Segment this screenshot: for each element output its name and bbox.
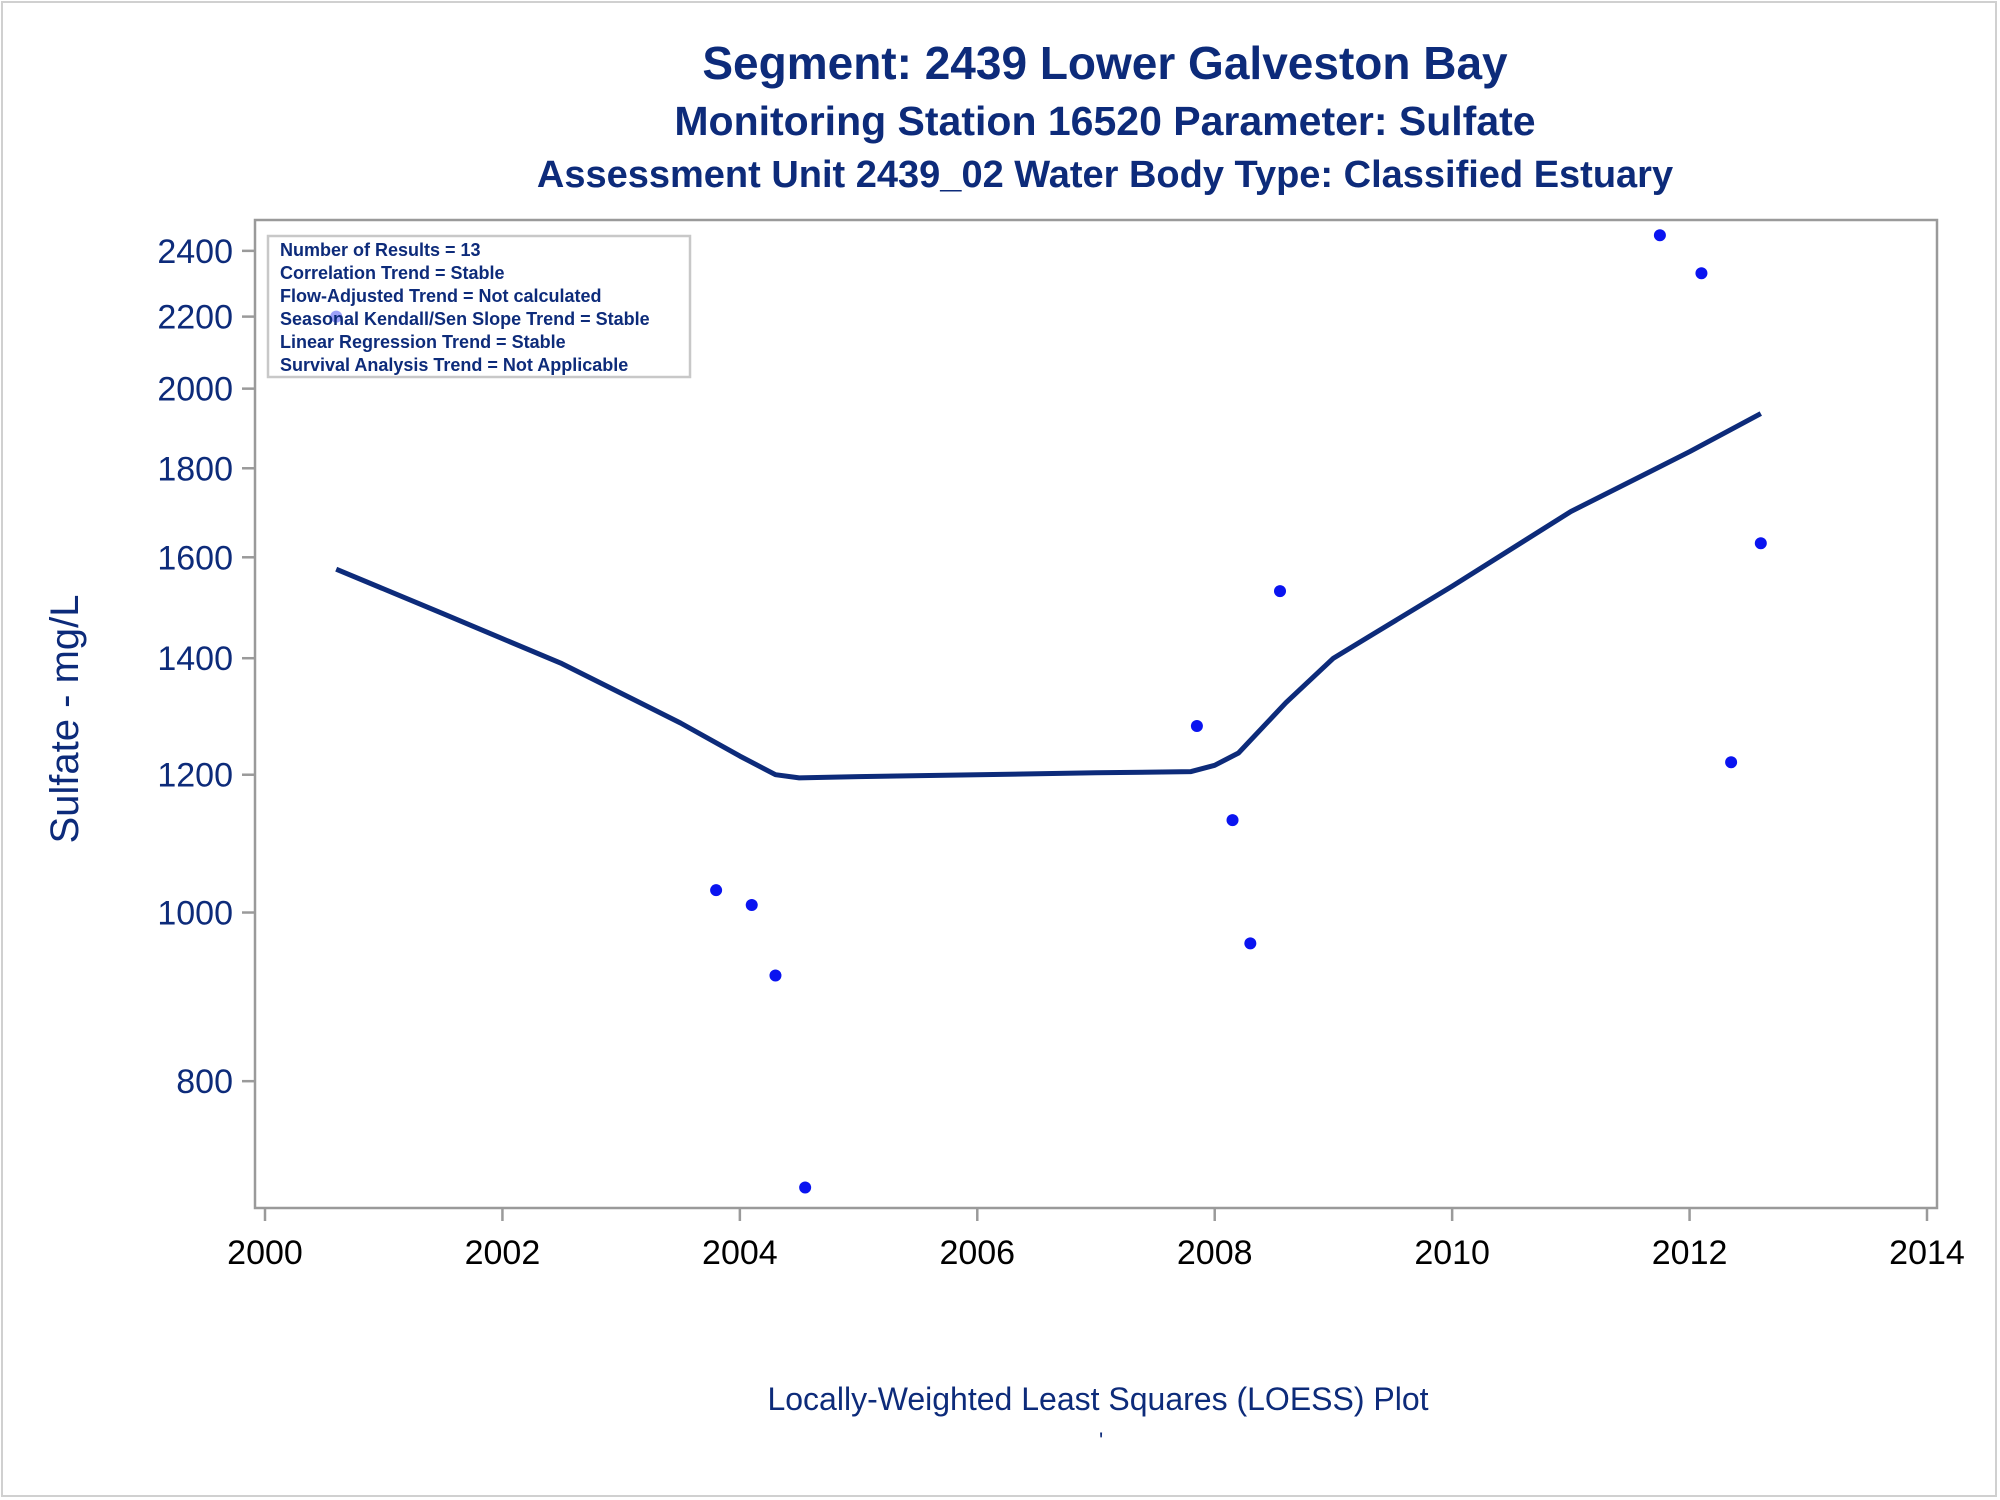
data-point	[769, 969, 782, 982]
y-tick-label: 1200	[157, 757, 233, 795]
y-tick-label: 2000	[157, 371, 233, 409]
x-axis: 2000 2002 2004 2006 2008 2010 2012 2014	[227, 1208, 1965, 1272]
x-tick-label: 2012	[1652, 1234, 1728, 1272]
y-tick-label: 2200	[157, 299, 233, 337]
legend-line: Seasonal Kendall/Sen Slope Trend = Stabl…	[280, 309, 650, 329]
data-point	[799, 1181, 812, 1194]
data-point	[1653, 229, 1666, 242]
legend-box	[266, 234, 692, 379]
chart-subtitle-assessment: Assessment Unit 2439_02 Water Body Type:…	[536, 154, 1674, 196]
data-point	[1226, 814, 1239, 827]
x-tick-label: 2000	[227, 1234, 303, 1272]
legend-line: Linear Regression Trend = Stable	[280, 332, 566, 352]
chart-title: Segment: 2439 Lower Galveston Bay	[702, 37, 1508, 89]
data-point	[1244, 937, 1257, 950]
plot-area-frame	[253, 218, 1939, 1210]
y-axis-label: Sulfate - mg/L	[43, 594, 87, 843]
stats-legend: Number of Results = 13 Correlation Trend …	[266, 234, 692, 379]
chart-subtitle-station: Monitoring Station 16520 Parameter: Sulf…	[674, 98, 1536, 144]
y-tick-label: 2400	[157, 233, 233, 271]
data-point	[1695, 267, 1708, 280]
footnote: Locally-Weighted Least Squares (LOESS) P…	[767, 1381, 1429, 1417]
legend-line: Flow-Adjusted Trend = Not calculated	[280, 286, 602, 306]
y-tick-label: 1800	[157, 450, 233, 488]
legend-line: Survival Analysis Trend = Not Applicable	[280, 355, 628, 375]
y-tick-label: 800	[176, 1063, 233, 1101]
y-axis: 800 1000 1200 1400 1600 1800 2000 2200 2400	[157, 233, 255, 1101]
y-tick-label: 1600	[157, 539, 233, 577]
data-point	[710, 884, 723, 897]
data-point	[1190, 719, 1203, 732]
legend-line: Number of Results = 13	[280, 240, 481, 260]
data-point	[1274, 585, 1287, 598]
legend-line: Correlation Trend = Stable	[280, 263, 505, 283]
x-tick-label: 2002	[465, 1234, 541, 1272]
data-point	[1754, 537, 1767, 550]
data-point	[1725, 756, 1738, 769]
footnote-mark: '	[1099, 1428, 1104, 1453]
loess-trend-line	[335, 411, 1762, 781]
x-tick-label: 2010	[1414, 1234, 1490, 1272]
data-point	[745, 899, 758, 912]
x-tick-label: 2014	[1889, 1234, 1965, 1272]
x-tick-label: 2006	[939, 1234, 1015, 1272]
x-tick-label: 2008	[1177, 1234, 1253, 1272]
x-tick-label: 2004	[702, 1234, 778, 1272]
y-tick-label: 1400	[157, 640, 233, 678]
y-tick-label: 1000	[157, 895, 233, 933]
